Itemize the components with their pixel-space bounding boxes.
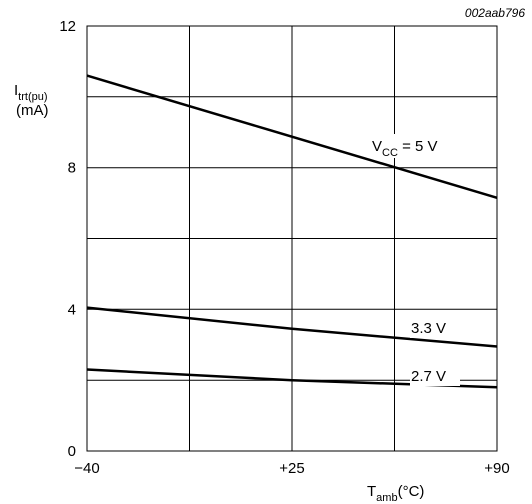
- series-label-5v: VCC = 5 V: [372, 138, 438, 159]
- x-axis-label-unit: (°C): [398, 483, 425, 500]
- y-tick-labels: 0 4 8 12: [59, 18, 76, 460]
- series-labels: VCC = 5 V 3.3 V 2.7 V: [370, 134, 462, 386]
- x-tick-label: −40: [74, 460, 99, 477]
- y-tick-label: 12: [59, 18, 76, 35]
- figure-id: 002aab796: [465, 6, 525, 20]
- y-axis-label: Itrt(pu): [14, 82, 48, 103]
- grid: [86, 25, 498, 452]
- x-axis-label-main: T: [367, 483, 376, 500]
- y-axis-unit: (mA): [16, 102, 49, 119]
- y-tick-label: 0: [68, 443, 76, 460]
- series-line-2: [86, 306, 498, 348]
- series-label-2v7: 2.7 V: [411, 368, 446, 385]
- series-line-1: [86, 74, 498, 199]
- y-axis-label-main: I: [14, 82, 18, 99]
- plot-frame: [86, 25, 498, 452]
- y-tick-label: 8: [68, 160, 76, 177]
- y-tick-label: 4: [68, 301, 76, 318]
- x-axis-label-sub: amb: [376, 492, 397, 504]
- x-tick-label: +25: [279, 460, 304, 477]
- series-label-3v3: 3.3 V: [411, 320, 446, 337]
- x-axis-label: Tamb(°C): [367, 483, 424, 504]
- x-tick-label: +90: [484, 460, 509, 477]
- x-tick-labels: −40 +25 +90: [74, 460, 509, 477]
- y-axis-label-sub: trt(pu): [18, 91, 47, 103]
